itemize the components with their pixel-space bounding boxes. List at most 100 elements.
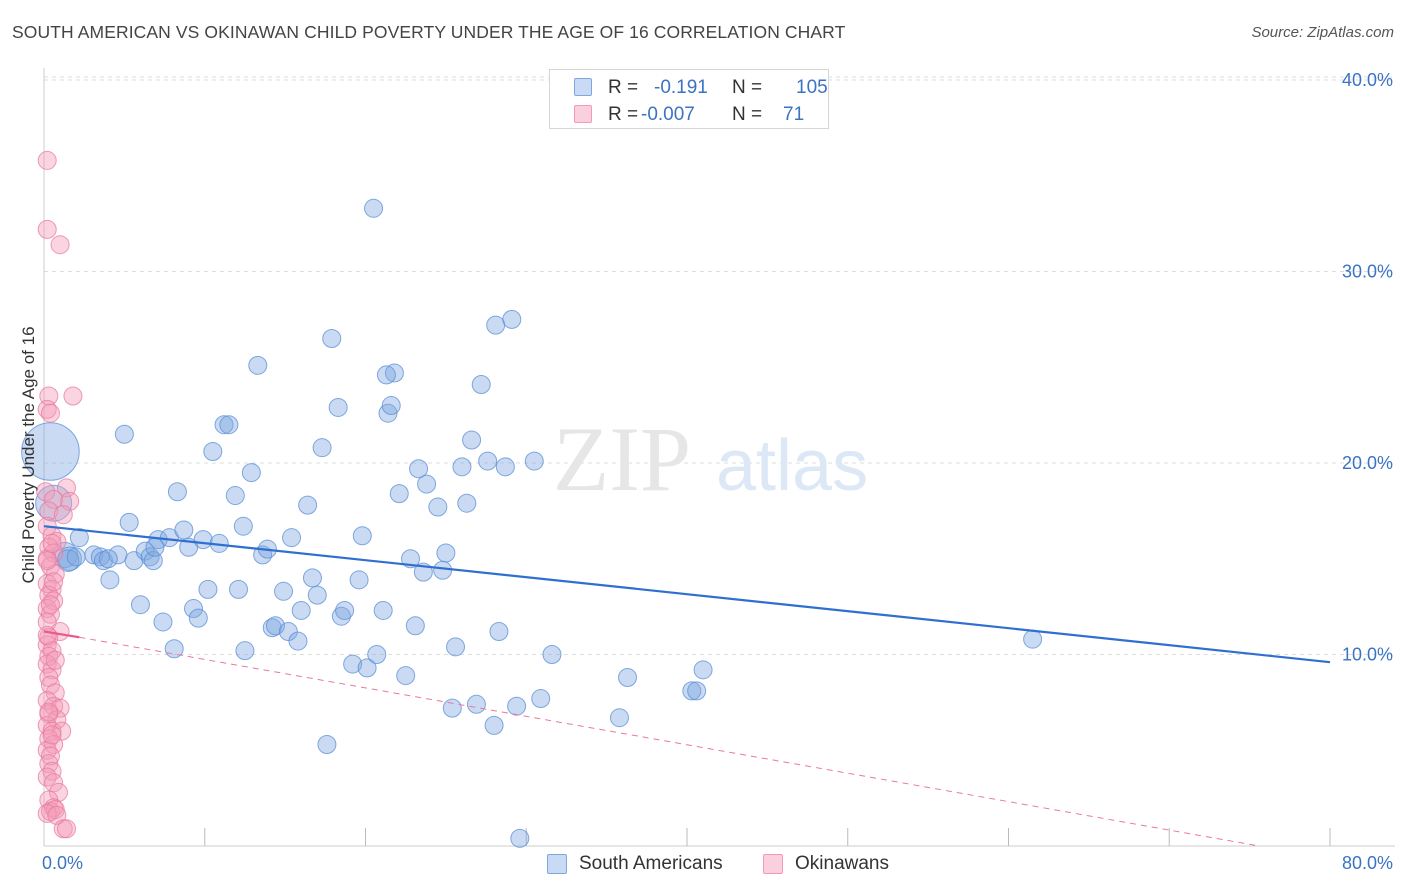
- point-south-american: [457, 493, 477, 513]
- point-south-american: [278, 622, 298, 642]
- point-south-american: [352, 526, 372, 546]
- point-okinawan: [37, 399, 57, 419]
- point-south-american: [446, 637, 466, 657]
- trend-line-okinawans-extension: [79, 636, 1260, 847]
- point-south-american: [328, 397, 348, 417]
- legend-row-south-americans: R = -0.191 N = 105: [550, 74, 828, 100]
- point-south-american: [282, 528, 302, 548]
- point-south-american: [364, 198, 384, 218]
- point-south-american: [471, 374, 491, 394]
- point-south-american: [357, 658, 377, 678]
- bottom-legend-swatch-okinawans: [763, 854, 783, 874]
- point-south-american: [130, 595, 150, 615]
- point-south-american: [502, 309, 522, 329]
- point-south-american: [119, 512, 139, 532]
- point-okinawan: [63, 386, 83, 406]
- point-south-american: [396, 666, 416, 686]
- point-okinawan: [50, 698, 70, 718]
- point-south-american: [265, 616, 285, 636]
- point-south-american: [510, 828, 530, 848]
- point-south-american: [193, 530, 213, 550]
- point-south-american: [1023, 629, 1043, 649]
- point-south-american: [428, 497, 448, 517]
- point-south-american: [124, 551, 144, 571]
- point-south-american: [302, 568, 322, 588]
- bottom-legend-label-south-americans: South Americans: [579, 853, 723, 874]
- series-okinawans: [36, 150, 83, 839]
- trend-lines: [43, 525, 1331, 847]
- point-south-american: [381, 396, 401, 416]
- point-south-american: [433, 560, 453, 580]
- point-okinawan: [39, 501, 59, 521]
- point-okinawan: [42, 725, 62, 745]
- point-south-american: [378, 403, 398, 423]
- point-south-american: [367, 645, 387, 664]
- point-okinawan: [39, 702, 59, 722]
- point-okinawan: [44, 773, 64, 793]
- point-south-american: [298, 495, 318, 515]
- point-south-american: [198, 579, 218, 599]
- point-south-american: [542, 645, 562, 664]
- point-okinawan: [36, 482, 56, 502]
- point-okinawan: [40, 403, 60, 423]
- zipatlas-watermark: ZIP atlas: [553, 408, 868, 510]
- point-south-american: [687, 681, 707, 701]
- point-okinawan: [37, 803, 57, 823]
- point-okinawan: [37, 150, 57, 170]
- legend-r-label: R =: [608, 104, 639, 125]
- point-south-american: [486, 315, 506, 335]
- point-south-american: [203, 442, 223, 462]
- point-okinawan: [44, 572, 64, 592]
- point-south-american: [442, 698, 462, 718]
- legend-n-label: N =: [732, 104, 763, 125]
- legend-r-value: -0.007: [641, 104, 695, 125]
- point-south-american: [609, 708, 629, 728]
- series-south-americans: [21, 198, 1043, 848]
- point-south-american: [140, 547, 160, 567]
- trend-line-south-americans: [43, 525, 1331, 664]
- point-south-american: [100, 570, 120, 590]
- point-south-american: [335, 600, 355, 620]
- point-south-american: [489, 622, 509, 642]
- point-south-american: [693, 660, 713, 680]
- trend-line-okinawans: [43, 630, 80, 639]
- point-okinawan: [53, 505, 73, 525]
- point-south-american: [66, 547, 86, 567]
- point-south-american: [145, 537, 165, 557]
- point-south-american: [233, 516, 253, 536]
- source-credit: Source: ZipAtlas.com: [1251, 24, 1394, 41]
- point-okinawan: [45, 650, 65, 670]
- point-okinawan: [40, 604, 60, 624]
- point-south-american: [219, 415, 239, 435]
- legend-n-value: 105: [796, 77, 828, 98]
- point-south-american: [405, 616, 425, 636]
- point-south-american: [174, 520, 194, 540]
- point-south-american: [317, 735, 337, 755]
- point-south-american: [274, 581, 294, 601]
- point-south-american: [462, 430, 482, 450]
- point-south-american: [98, 549, 118, 569]
- point-south-american: [312, 438, 332, 458]
- legend-swatch-south-americans: [574, 78, 592, 96]
- point-south-american: [484, 715, 504, 735]
- point-okinawan: [57, 819, 77, 839]
- bottom-legend-swatch-south-americans: [547, 854, 567, 874]
- point-south-american: [235, 641, 255, 661]
- point-south-american: [478, 451, 498, 471]
- point-south-american: [241, 463, 261, 483]
- point-south-american: [288, 631, 308, 651]
- point-okinawan: [37, 625, 57, 645]
- tick-labels: 10.0% 20.0% 30.0% 40.0% 0.0% 80.0% Child Pover…: [19, 70, 1393, 873]
- point-south-american: [343, 654, 363, 674]
- point-south-american: [531, 689, 551, 709]
- point-south-american: [153, 612, 173, 632]
- point-okinawan: [44, 489, 64, 509]
- point-south-american: [466, 694, 486, 714]
- point-south-american: [507, 696, 527, 716]
- legend-n-value: 71: [783, 104, 805, 125]
- legend-row-okinawans: R = -0.007 N = 71: [550, 101, 828, 127]
- point-south-american: [225, 486, 245, 506]
- point-south-american: [84, 545, 104, 565]
- point-okinawan: [50, 622, 70, 642]
